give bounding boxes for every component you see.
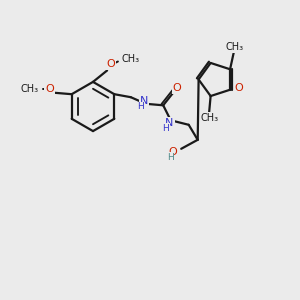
Text: H: H <box>163 124 169 133</box>
Text: CH₃: CH₃ <box>122 54 140 64</box>
Text: O: O <box>235 83 243 93</box>
Text: H: H <box>137 102 144 111</box>
Text: O: O <box>172 83 182 93</box>
Text: N: N <box>140 96 148 106</box>
Text: CH₃: CH₃ <box>21 84 39 94</box>
Text: O: O <box>106 59 116 69</box>
Text: CH₃: CH₃ <box>201 113 219 123</box>
Text: H: H <box>167 153 174 162</box>
Text: O: O <box>169 147 178 157</box>
Text: N: N <box>165 118 174 128</box>
Text: O: O <box>45 84 54 94</box>
Text: CH₃: CH₃ <box>225 42 243 52</box>
